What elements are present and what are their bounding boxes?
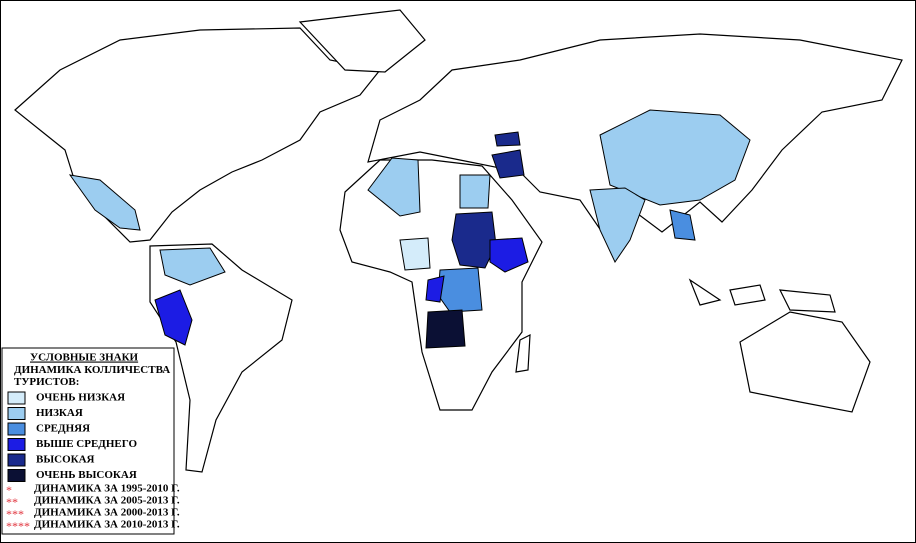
country (491, 149, 525, 179)
legend-swatch (7, 438, 26, 451)
legend-swatch (7, 422, 26, 436)
legend-box (1, 347, 175, 535)
south-america (149, 243, 293, 473)
note-symbol: *** (6, 507, 24, 521)
legend-subtitle-box: ДИНАМИКА КОЛЛИЧЕСТВА ТУРИСТОВ: (14, 364, 171, 388)
country (451, 211, 497, 269)
country (669, 209, 696, 241)
legend-subtitle: ДИНАМИКА КОЛЛИЧЕСТВА ТУРИСТОВ: (14, 364, 171, 388)
greenland (298, 9, 426, 73)
note-label: ДИНАМИКА ЗА 1995-2010 Г. (34, 483, 180, 495)
australia (739, 311, 871, 413)
country (425, 309, 466, 349)
legend-label: СРЕДНЯЯ (36, 423, 90, 435)
legend: УСЛОВНЫЕ ЗНАКИ ДИНАМИКА КОЛЛИЧЕСТВА ТУРИ… (1, 347, 180, 535)
country (68, 174, 141, 231)
legend-label: ОЧЕНЬ ВЫСОКАЯ (36, 469, 137, 481)
country (489, 237, 529, 273)
country (494, 131, 521, 147)
country-fills (68, 109, 751, 349)
note-label: ДИНАМИКА ЗА 2010-2013 Г. (34, 519, 180, 531)
note-label: ДИНАМИКА ЗА 2000-2013 Г. (34, 507, 180, 519)
country (399, 237, 431, 271)
legend-label: НИЗКАЯ (36, 407, 83, 419)
country (459, 174, 491, 209)
legend-swatch (7, 469, 26, 482)
country (589, 187, 646, 264)
legend-label: ОЧЕНЬ НИЗКАЯ (36, 392, 125, 404)
legend-items: ОЧЕНЬ НИЗКАЯ НИЗКАЯ СРЕДНЯЯ ВЫШЕ СРЕДНЕГО ВЫ… (7, 391, 137, 482)
indonesia (688, 278, 836, 313)
note-symbol: * (6, 483, 12, 497)
legend-title: УСЛОВНЫЕ ЗНАКИ (30, 352, 139, 364)
legend-swatch (7, 453, 26, 467)
country (425, 275, 445, 303)
country (159, 247, 226, 286)
legend-notes: * ДИНАМИКА ЗА 1995-2010 Г. ** ДИНАМИКА ЗА 2… (6, 483, 180, 533)
note-symbol: **** (6, 519, 30, 533)
legend-swatch (7, 407, 26, 420)
country (367, 157, 421, 217)
legend-label: ВЫШЕ СРЕДНЕГО (36, 438, 137, 450)
note-label: ДИНАМИКА ЗА 2005-2013 Г. (34, 495, 180, 507)
legend-label: ВЫСОКАЯ (36, 454, 95, 466)
legend-swatch (7, 391, 26, 405)
note-symbol: ** (6, 495, 18, 509)
madagascar (515, 334, 531, 373)
country (154, 289, 193, 346)
